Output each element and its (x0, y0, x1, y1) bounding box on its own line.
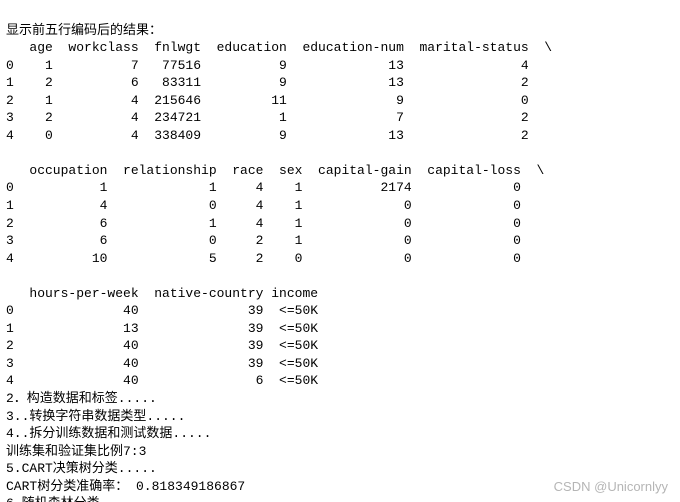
log-line: 6.随机森林分类..... (6, 496, 139, 502)
log-line: CART树分类准确率： 0.818349186867 (6, 479, 245, 494)
table1-row: 0 1 7 77516 9 13 4 (6, 58, 529, 73)
log-line: 3..转换字符串数据类型..... (6, 409, 185, 424)
table1-row: 1 2 6 83311 9 13 2 (6, 75, 529, 90)
table2-row: 2 6 1 4 1 0 0 (6, 216, 521, 231)
table3-row: 4 40 6 <=50K (6, 373, 318, 388)
log-line: 5.CART决策树分类..... (6, 461, 157, 476)
table2-row: 0 1 1 4 1 2174 0 (6, 180, 521, 195)
title-line: 显示前五行编码后的结果： (6, 23, 162, 38)
table1-header: age workclass fnlwgt education education… (6, 40, 552, 55)
table2-header: occupation relationship race sex capital… (6, 163, 544, 178)
console-output: 显示前五行编码后的结果： age workclass fnlwgt educat… (0, 0, 680, 502)
table3-row: 1 13 39 <=50K (6, 321, 318, 336)
table2-row: 3 6 0 2 1 0 0 (6, 233, 521, 248)
table1-row: 3 2 4 234721 1 7 2 (6, 110, 529, 125)
log-line: 2．构造数据和标签..... (6, 391, 157, 406)
watermark: CSDN @Unicornlyy (554, 479, 668, 494)
log-line: 训练集和验证集比例7:3 (6, 444, 146, 459)
table3-header: hours-per-week native-country income (6, 286, 318, 301)
table2-row: 1 4 0 4 1 0 0 (6, 198, 521, 213)
table3-row: 3 40 39 <=50K (6, 356, 318, 371)
table1-row: 2 1 4 215646 11 9 0 (6, 93, 529, 108)
table1-row: 4 0 4 338409 9 13 2 (6, 128, 529, 143)
table3-row: 2 40 39 <=50K (6, 338, 318, 353)
log-line: 4..拆分训练数据和测试数据..... (6, 426, 211, 441)
table3-row: 0 40 39 <=50K (6, 303, 318, 318)
table2-row: 4 10 5 2 0 0 0 (6, 251, 521, 266)
